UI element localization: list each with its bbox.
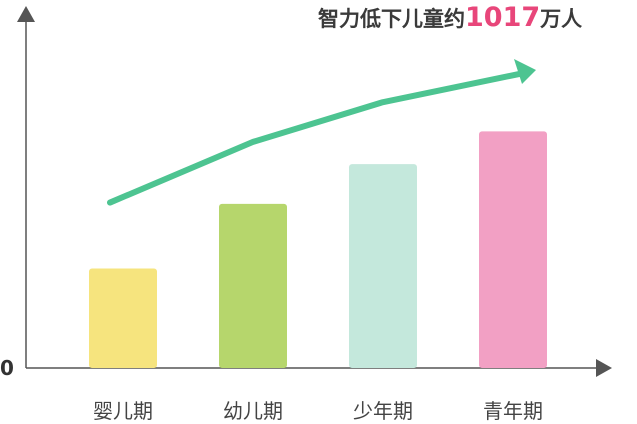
trend-arrow (107, 59, 536, 206)
chart-title: 智力低下儿童约1017万人 (318, 2, 582, 38)
bar-2 (219, 203, 287, 368)
x-tick-label-2: 幼儿期 (223, 399, 283, 423)
chart-title-prefix: 智力低下儿童约 (318, 7, 465, 31)
bar-1 (89, 268, 157, 368)
bar-4 (479, 131, 547, 368)
x-tick-label-3: 少年期 (353, 399, 413, 423)
trend-arrowhead (514, 59, 536, 84)
chart-title-number: 1017 (465, 2, 541, 33)
chart-title-suffix: 万人 (540, 7, 583, 31)
category-labels: 婴儿期 幼儿期 少年期 青年期 (93, 399, 543, 423)
y-axis-arrow (17, 6, 35, 22)
chart-bars (89, 131, 547, 368)
bar-3 (349, 164, 417, 368)
y-tick-label-zero: 0 (0, 356, 14, 380)
x-axis-arrow (596, 359, 612, 377)
trend-line (107, 70, 527, 206)
x-tick-label-1: 婴儿期 (93, 399, 153, 423)
x-tick-label-4: 青年期 (483, 399, 543, 423)
